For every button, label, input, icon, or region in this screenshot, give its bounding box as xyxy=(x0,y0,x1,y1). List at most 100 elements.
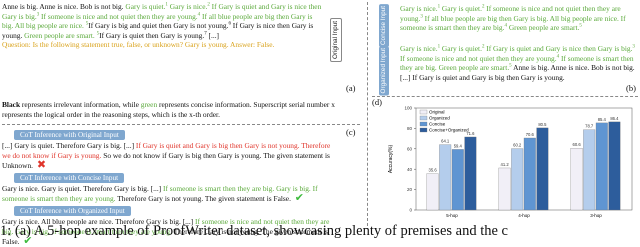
y-tick-label: 20 xyxy=(407,187,413,192)
text-run: If Gary is nice then Gary is young. xyxy=(2,21,314,40)
text-run: If all blue people are big then Gary is … xyxy=(2,11,313,31)
y-tick-label: 40 xyxy=(407,167,413,172)
text-run: Black xyxy=(2,100,21,109)
bar xyxy=(583,129,596,211)
text-run: Gary is quiet. xyxy=(125,2,166,11)
data-label: 64.1 xyxy=(441,139,450,144)
panel-a-label: Original Input xyxy=(330,18,342,63)
text-run: If all blue people are big then Gary is … xyxy=(400,13,626,33)
y-tick-label: 80 xyxy=(407,126,413,131)
divider xyxy=(367,2,368,226)
legend-label: Concise xyxy=(429,122,446,127)
panel-tag: (a) xyxy=(346,83,356,93)
text-run: If someone is nice and not quiet then th… xyxy=(2,216,330,236)
text-run: Therefore Gary is not young. The given s… xyxy=(115,194,291,204)
legend-swatch xyxy=(419,121,428,127)
legend-swatch xyxy=(419,127,428,133)
text-run: 5 xyxy=(96,31,100,37)
text-run: 1 xyxy=(165,2,168,8)
text-run: Gary is nice. All blue people are nice. … xyxy=(2,216,195,226)
data-label: 35.6 xyxy=(429,168,438,173)
divider xyxy=(2,124,360,125)
check-icon: ✔ xyxy=(290,191,304,205)
text-run: green xyxy=(140,100,158,109)
block-header: CoT Inference with Original Input xyxy=(14,130,125,140)
text-run: 2 xyxy=(207,2,210,8)
text-run: Gary is nice. xyxy=(167,2,208,11)
data-label: 59.4 xyxy=(454,143,463,148)
data-label: 78.7 xyxy=(585,124,594,129)
text-run: 4 xyxy=(556,54,560,60)
text-run: 1 xyxy=(437,44,441,50)
block: CoT Inference with Organized Input xyxy=(14,205,342,216)
text-run: 1 xyxy=(437,4,441,10)
text-run: Gary is quiet. xyxy=(440,4,482,13)
text-run: 3 xyxy=(420,14,423,20)
data-label: 60.6 xyxy=(573,142,582,147)
bar xyxy=(451,149,464,211)
data-label: 41.2 xyxy=(501,162,510,167)
organized-text: Gary is nice.1 Gary is quiet.2 If Gary i… xyxy=(400,44,638,82)
legend-label: Original xyxy=(429,110,445,115)
legend-swatch xyxy=(419,115,428,121)
text-run: If someone is smart then they are big. G… xyxy=(2,183,318,204)
text-run: represents irrelevant information, while xyxy=(20,100,141,109)
text-run: 5 xyxy=(85,21,89,27)
text-run: If Gary is quiet then Gary is young. xyxy=(99,30,205,40)
data-label: 86.4 xyxy=(610,116,619,121)
caption: 1: (a) A 5-hop example of ProofWriter da… xyxy=(0,223,508,239)
y-tick-label: 60 xyxy=(407,146,413,151)
text-run: 4 xyxy=(504,23,507,29)
panel-a-text: Anne is big. Anne is nice. Bob is not bi… xyxy=(2,2,324,50)
text-run: If Gary is quiet and Gary is nice then G… xyxy=(2,2,322,21)
panel-tag: (c) xyxy=(346,127,356,137)
text-run: If someone is nice and not quiet then th… xyxy=(39,11,198,21)
text-run: Gary is nice. Gary is quiet. Therefore G… xyxy=(2,183,163,193)
x-tick-label: 5-hop xyxy=(446,213,458,218)
text-run: 7 xyxy=(204,31,207,37)
data-label: 85.4 xyxy=(598,117,607,122)
block-text: Gary is nice. Gary is quiet. Therefore G… xyxy=(2,184,342,204)
divider xyxy=(372,96,638,97)
text-run: 2 xyxy=(481,4,485,10)
data-label: 71.6 xyxy=(466,131,475,136)
legend-swatch xyxy=(419,109,428,115)
bar xyxy=(464,136,477,211)
y-tick-label: 100 xyxy=(404,106,412,111)
text-run: If Gary is big and quiet then Gary is no… xyxy=(88,21,229,31)
text-run: If Gary is quiet and Gary is big then Ga… xyxy=(2,141,331,160)
panel-b-label: Organized Input xyxy=(379,46,389,96)
block-text: [...] Gary is quiet. Therefore Gary is b… xyxy=(2,141,342,171)
text-run: 2 xyxy=(481,44,485,50)
bar xyxy=(608,121,621,211)
bar xyxy=(536,127,549,211)
legend-label: Concise+Organized xyxy=(429,128,469,133)
bar xyxy=(570,148,583,211)
panel-tag: (d) xyxy=(372,97,382,107)
text-run: represents concise information. Superscr… xyxy=(2,100,335,119)
legend-label: Organized xyxy=(429,116,450,121)
text-run: Anne is big. Anne is nice. Bob is not bi… xyxy=(2,2,126,11)
text-run: [...] xyxy=(206,30,220,40)
text-run: Green people are smart. xyxy=(506,23,580,33)
text-run: 3 xyxy=(632,44,635,50)
bar xyxy=(595,122,608,211)
text-run: 5 xyxy=(579,23,582,29)
data-label: 80.5 xyxy=(538,122,547,127)
block: CoT Inference with Original Input xyxy=(14,130,342,140)
y-tick-label: 0 xyxy=(409,208,412,213)
text-run: Gary is quiet. xyxy=(440,44,482,53)
text-run: 6 xyxy=(228,21,231,27)
text-run: If Gary is quiet and Gary is nice then G… xyxy=(484,44,633,53)
bar xyxy=(523,137,536,211)
text-run: If someone is smart then they are big. G… xyxy=(400,53,634,73)
y-axis-label: Accuracy(%) xyxy=(388,144,394,173)
text-run: [...] Gary is quiet. Therefore Gary is b… xyxy=(2,141,136,150)
block: CoT Inference with Concise Input xyxy=(14,172,342,183)
text-run: If someone is nice and not quiet then th… xyxy=(400,4,621,23)
data-label: 70.6 xyxy=(526,132,535,137)
text-run: Gary is nice. xyxy=(400,44,438,53)
bar-chart: Accuracy(%) 0 20 40 60 80 100 35.6 41.2 60.6 64.1 6… xyxy=(388,106,633,218)
text-run: So we do not know if Gary is big then Ga… xyxy=(2,150,330,171)
